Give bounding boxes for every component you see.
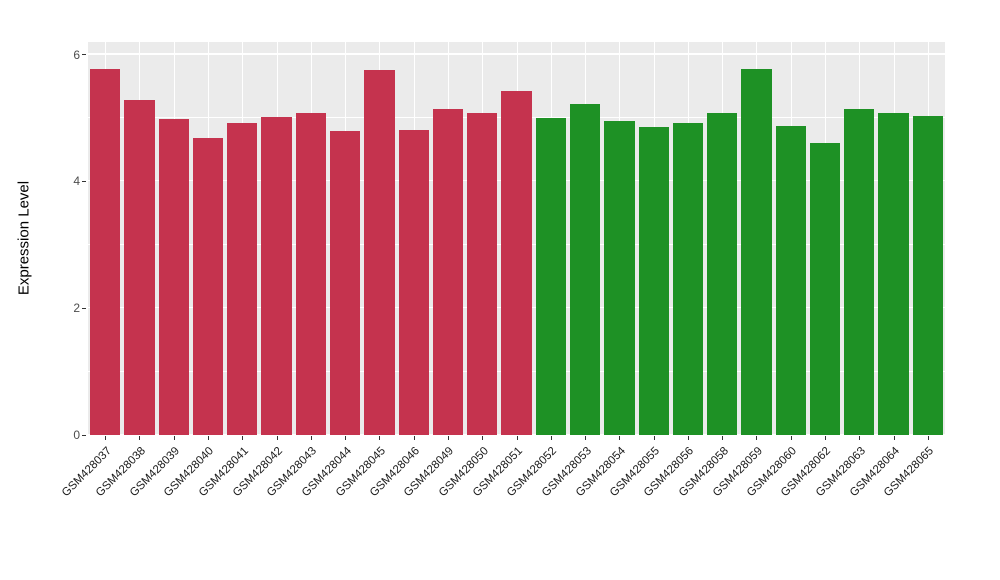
bar-GSM428054 [604,121,635,435]
x-tick-mark [345,436,347,440]
y-tick-mark [82,54,86,56]
bar-GSM428049 [432,108,464,435]
bar-GSM428041 [227,122,258,435]
x-tick-mark [653,436,655,440]
x-label-slot: GSM428065 [882,436,945,536]
y-tick-label: 2 [73,301,80,316]
x-tick-mark [105,436,107,440]
x-tick-mark [447,436,449,440]
y-tick-label: 4 [73,174,80,189]
bar-slot [842,42,876,440]
bar-GSM428059 [741,68,772,435]
y-axis-tick-labels: 0 2 4 6 [52,42,86,442]
bar-GSM428052 [535,118,566,435]
bar-GSM428060 [775,125,806,435]
y-tick-mark [82,180,86,182]
major-gridline [88,53,945,55]
bar-GSM428046 [398,130,429,435]
x-tick-mark [173,436,175,440]
x-axis-tick-labels: GSM428037 GSM428038 GSM428039 GSM428040 GSM4… [59,436,945,536]
x-tick-mark [139,436,141,440]
bar-slot [876,42,910,440]
x-tick-mark [413,436,415,440]
x-tick-mark [276,436,278,440]
bar-slot [739,42,773,440]
bar-GSM428063 [844,108,875,435]
bar-slot [88,42,122,440]
bars-container [88,42,945,440]
x-tick-mark [825,436,827,440]
bar-slot [671,42,705,440]
bar-GSM428045 [364,69,395,435]
bar-GSM428043 [295,113,326,435]
x-tick-mark [722,436,724,440]
x-tick-mark [585,436,587,440]
x-tick-mark [242,436,244,440]
bar-GSM428044 [329,130,361,435]
bar-slot [808,42,842,440]
x-tick-mark [516,436,518,440]
bar-GSM428062 [809,143,841,435]
bar-GSM428058 [707,113,738,435]
bar-slot [294,42,328,440]
x-tick-mark [927,436,929,440]
bar-slot [397,42,431,440]
bar-slot [705,42,739,440]
bar-GSM428064 [878,113,909,435]
bar-GSM428050 [467,113,498,435]
bar-GSM428042 [261,116,292,435]
x-tick-mark [893,436,895,440]
y-tick-mark [82,434,86,436]
bar-GSM428055 [638,126,669,435]
x-tick-mark [687,436,689,440]
bar-GSM428037 [90,68,121,435]
x-tick-mark [790,436,792,440]
x-tick-mark [859,436,861,440]
x-tick-mark [482,436,484,440]
bar-slot [157,42,191,440]
x-tick-mark [207,436,209,440]
bar-slot [225,42,259,440]
bar-GSM428053 [569,104,601,435]
bar-slot [122,42,156,440]
bar-slot [328,42,362,440]
bar-slot [431,42,465,440]
bar-slot [568,42,602,440]
bar-GSM428040 [192,138,224,435]
bar-GSM428056 [672,122,704,435]
bar-slot [774,42,808,440]
x-tick-mark [379,436,381,440]
x-tick-mark [550,436,552,440]
y-tick-mark [82,307,86,309]
bar-slot [191,42,225,440]
y-tick-label: 6 [73,47,80,62]
bar-GSM428065 [912,116,944,435]
x-tick-mark [756,436,758,440]
bar-GSM428038 [124,100,155,435]
bar-slot [911,42,945,440]
bar-slot [465,42,499,440]
x-tick-mark [310,436,312,440]
bar-GSM428051 [501,90,532,435]
bar-slot [602,42,636,440]
bar-slot [637,42,671,440]
y-tick-label: 0 [73,428,80,442]
bar-GSM428039 [158,119,189,435]
y-axis-title: Expression Level [15,180,33,296]
bar-slot [362,42,396,440]
bar-slot [534,42,568,440]
x-tick-mark [619,436,621,440]
bar-slot [259,42,293,440]
bar-slot [499,42,533,440]
plot-panel [88,42,945,440]
